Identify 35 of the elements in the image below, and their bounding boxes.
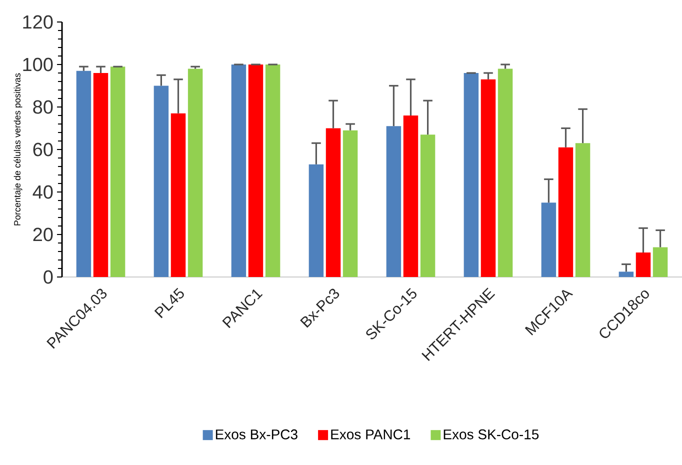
bar xyxy=(265,64,280,277)
y-axis-title: Porcentaje de células verdes positivas xyxy=(14,73,22,226)
bar xyxy=(636,252,651,277)
bar xyxy=(480,79,496,277)
bar xyxy=(326,128,341,277)
bar xyxy=(188,68,203,277)
bar xyxy=(308,164,324,277)
y-tick-label: 120 xyxy=(23,15,53,29)
y-tick-label: 0 xyxy=(44,270,53,284)
bar xyxy=(558,147,574,277)
bar xyxy=(231,64,246,277)
bar xyxy=(248,64,264,277)
legend-label: Exos Bx-PC3 xyxy=(216,429,298,440)
bar xyxy=(110,66,126,277)
bar xyxy=(342,130,358,277)
bar xyxy=(498,68,513,277)
bar xyxy=(93,72,108,277)
bar xyxy=(420,134,436,277)
bar xyxy=(386,126,402,277)
y-tick-label: 20 xyxy=(33,228,53,242)
bar xyxy=(618,272,634,277)
bar xyxy=(154,86,169,277)
y-tick-label: 40 xyxy=(32,185,53,199)
bar xyxy=(464,72,479,277)
bar xyxy=(170,113,186,277)
bar xyxy=(575,143,590,277)
legend-label: Exos PANC1 xyxy=(331,429,410,440)
y-tick-label: 80 xyxy=(33,100,53,114)
y-tick-label: 60 xyxy=(33,142,53,156)
y-tick-label: 100 xyxy=(23,58,53,72)
bar xyxy=(541,202,556,277)
bar xyxy=(652,247,668,277)
bar xyxy=(403,115,418,277)
bar xyxy=(76,70,92,277)
legend-label: Exos SK-Co-15 xyxy=(444,429,539,440)
